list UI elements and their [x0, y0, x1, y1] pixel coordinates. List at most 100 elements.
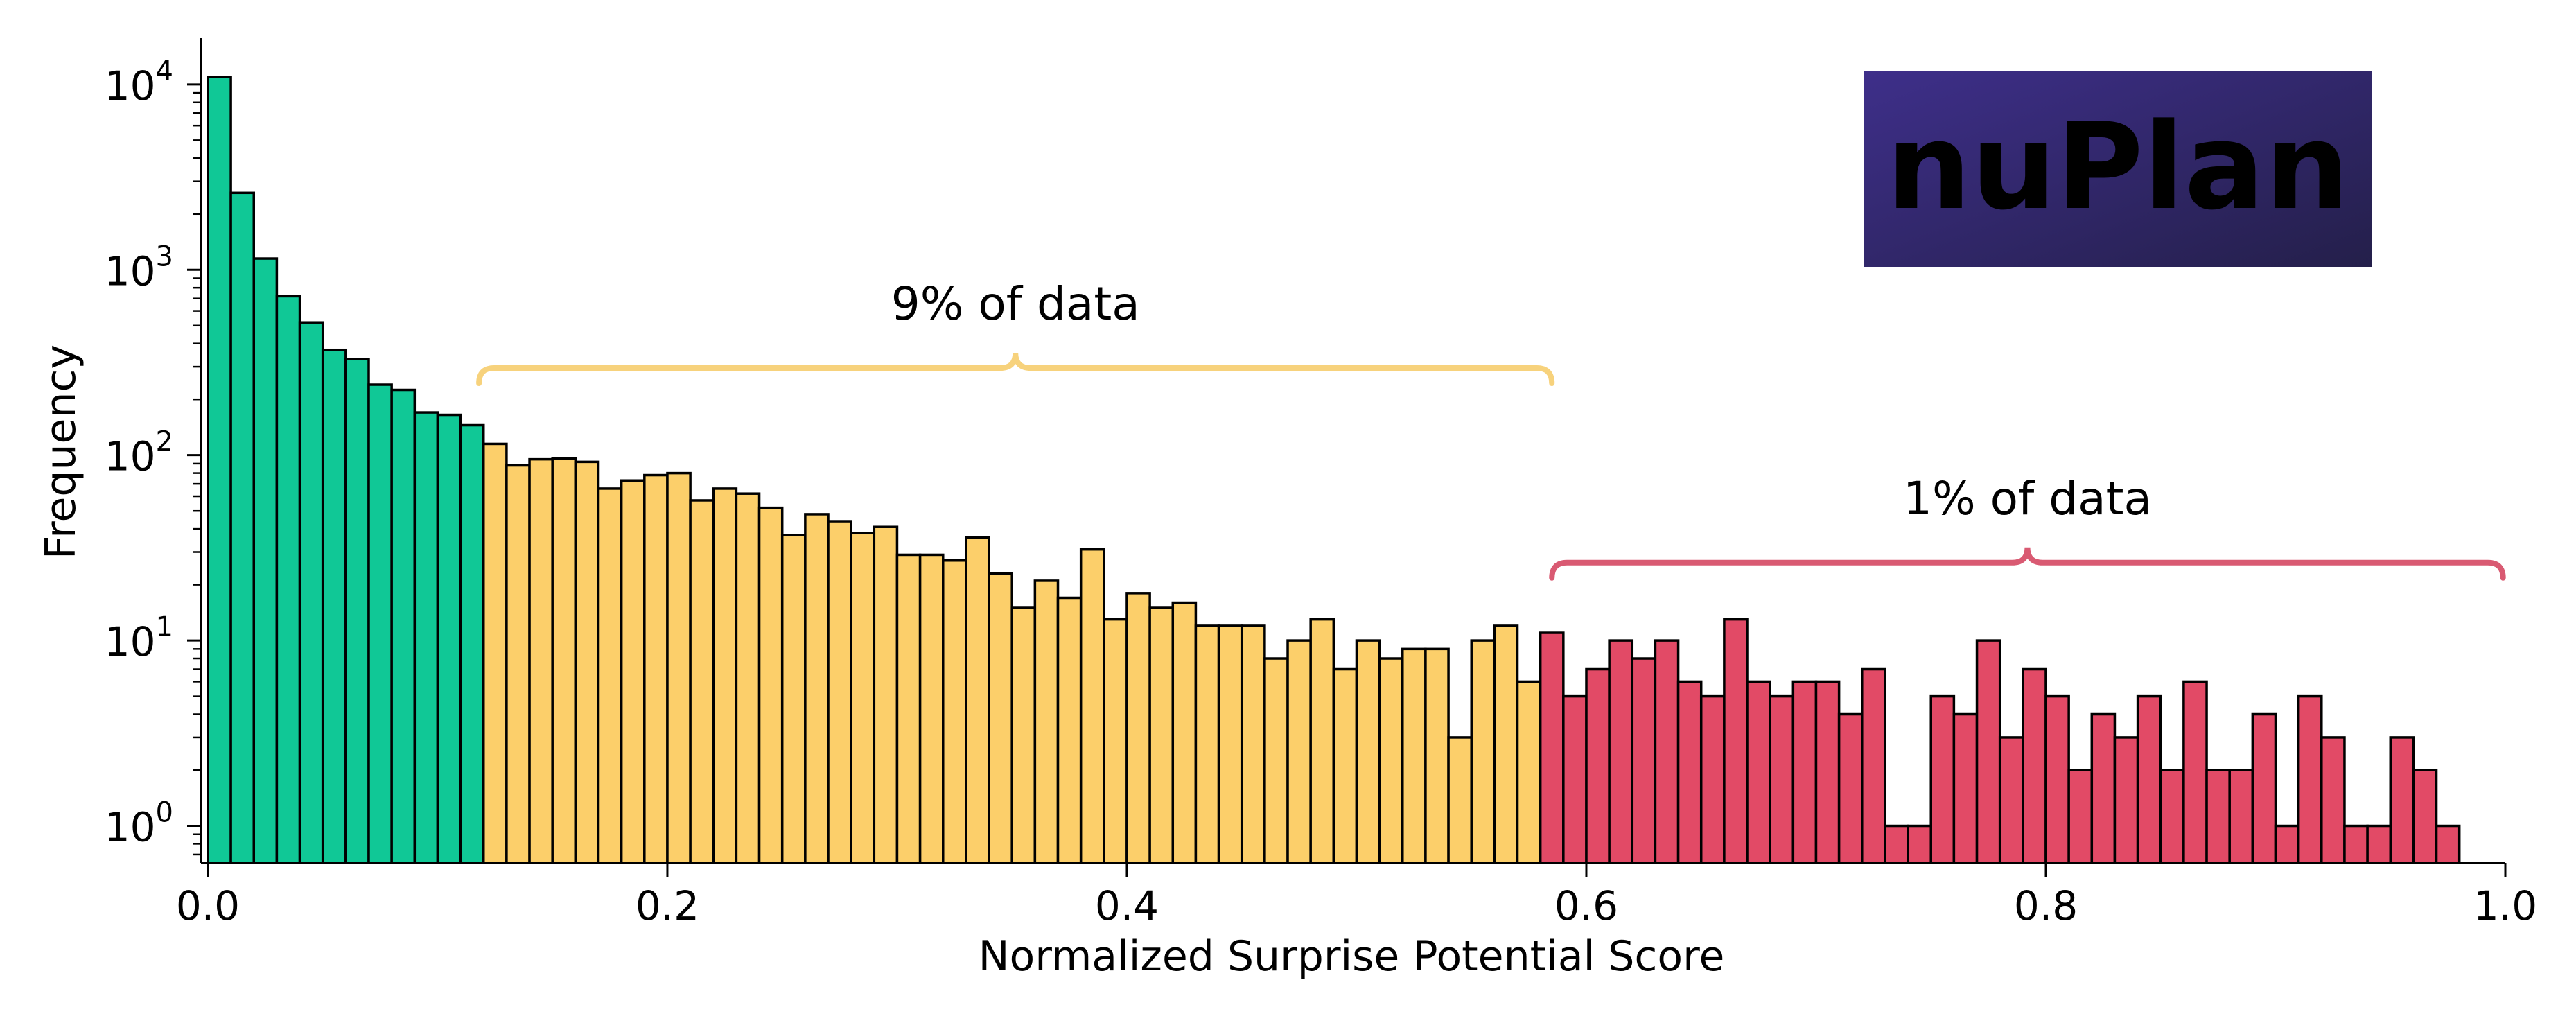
- histogram-bar: [873, 525, 899, 864]
- histogram-bar: [2067, 769, 2094, 864]
- histogram-bar: [1929, 694, 1956, 864]
- x-tick-label: 0.8: [2014, 882, 2078, 929]
- histogram-bar: [482, 442, 508, 864]
- histogram-bar: [2090, 712, 2117, 864]
- histogram-bar: [1952, 712, 1979, 864]
- histogram-bar: [413, 411, 439, 864]
- histogram-bar: [1217, 624, 1243, 864]
- histogram-bar: [1240, 624, 1266, 864]
- histogram-bar: [1723, 618, 1749, 864]
- histogram-bar: [597, 487, 623, 864]
- histogram-bar: [1148, 606, 1175, 864]
- annotation-brace: [1549, 547, 2506, 581]
- x-axis-label: Normalized Surprise Potential Score: [979, 932, 1725, 981]
- histogram-bar: [988, 572, 1013, 864]
- histogram-bar: [1654, 639, 1680, 864]
- histogram-bar: [620, 479, 646, 864]
- y-ticks: 100 101 102 103 104: [105, 55, 201, 856]
- annotation-label: 9% of data: [891, 277, 1140, 331]
- histogram-bar: [2022, 667, 2047, 864]
- histogram-bar: [1791, 680, 1818, 864]
- histogram-bar: [1699, 694, 1726, 864]
- histogram-bar: [1079, 548, 1105, 864]
- histogram-bar: [321, 348, 347, 864]
- histogram-bar: [436, 413, 462, 864]
- histogram-bar: [1103, 618, 1128, 864]
- histogram-bar: [459, 423, 485, 864]
- x-tick-label: 0.0: [176, 882, 240, 929]
- y-tick-label: 101: [105, 611, 173, 665]
- histogram-bar: [1516, 680, 1542, 864]
- histogram-bar: [942, 559, 967, 864]
- histogram-bar: [2113, 736, 2139, 864]
- histogram-bar: [229, 191, 256, 864]
- histogram-bar: [1861, 667, 1886, 864]
- y-tick-label: 104: [105, 55, 173, 110]
- histogram-bar: [2274, 824, 2300, 864]
- y-tick-label: 103: [105, 240, 173, 295]
- histogram-bar: [2228, 769, 2254, 864]
- histogram-bar: [1837, 712, 1864, 864]
- histogram-bar: [1125, 592, 1151, 864]
- histogram-bar: [1378, 657, 1404, 864]
- x-tick-label: 1.0: [2473, 882, 2537, 929]
- x-tick-label: 0.6: [1554, 882, 1618, 929]
- x-tick-label: 0.4: [1095, 882, 1159, 929]
- histogram-bar: [2159, 769, 2185, 864]
- annotation-label: 1% of data: [1903, 472, 2152, 525]
- histogram-bar: [1286, 639, 1312, 864]
- histogram-bar: [735, 492, 761, 864]
- histogram-bar: [827, 520, 852, 864]
- histogram-bar: [1401, 647, 1427, 864]
- logo-background: [1864, 71, 2372, 267]
- histogram-bar: [207, 76, 232, 864]
- histogram-bar: [780, 534, 807, 864]
- histogram-bar: [1585, 667, 1611, 864]
- histogram-bar: [643, 473, 669, 864]
- histogram-bar: [2435, 824, 2461, 864]
- histogram-bar: [1907, 824, 1932, 864]
- y-tick-label: 102: [105, 426, 173, 480]
- histogram-bar: [1309, 618, 1335, 864]
- histogram-bar: [895, 553, 922, 864]
- histogram-bar: [918, 553, 945, 864]
- histogram-bar: [1631, 657, 1657, 864]
- nuplan-logo: nuPlan: [1864, 71, 2372, 267]
- histogram-bar: [2044, 694, 2070, 864]
- histogram-bar: [1998, 736, 2024, 864]
- histogram-bar: [1171, 601, 1198, 864]
- histogram-bar: [1056, 596, 1083, 864]
- histogram-bar: [1010, 606, 1037, 864]
- x-ticks: 0.0 0.2 0.4 0.6 0.8 1.0: [176, 863, 2537, 929]
- histogram-bar: [1562, 694, 1588, 864]
- logo-text: nuPlan: [1886, 97, 2349, 236]
- histogram-bar: [1355, 639, 1381, 864]
- annotations: 9% of data 1% of data: [476, 277, 2506, 581]
- histogram-bar: [850, 532, 876, 864]
- histogram-bar: [2320, 736, 2346, 864]
- histogram-bar: [2205, 769, 2231, 864]
- histogram-bar: [275, 295, 301, 864]
- histogram-bar: [1884, 824, 1909, 864]
- y-tick-label: 100: [105, 797, 173, 851]
- histogram-bar: [1769, 694, 1795, 864]
- histogram-bar: [1975, 639, 2001, 864]
- histogram-bar: [367, 383, 393, 864]
- histogram-bar: [2343, 824, 2369, 864]
- histogram-bar: [965, 536, 990, 864]
- histogram-bar: [1676, 680, 1703, 864]
- histogram-bar: [2297, 694, 2323, 864]
- histogram-bar: [551, 457, 577, 864]
- histogram-bar: [390, 388, 417, 864]
- histogram-bar: [298, 321, 324, 864]
- x-tick-label: 0.2: [636, 882, 699, 929]
- histogram-bar: [666, 471, 692, 864]
- histogram-bar: [757, 506, 784, 864]
- histogram-bar: [344, 358, 370, 864]
- histogram-bar: [1493, 624, 1519, 864]
- histogram-bar: [2412, 769, 2438, 864]
- annotation-brace: [476, 352, 1555, 386]
- histogram-bar: [1263, 657, 1289, 864]
- histogram-bar: [804, 513, 830, 864]
